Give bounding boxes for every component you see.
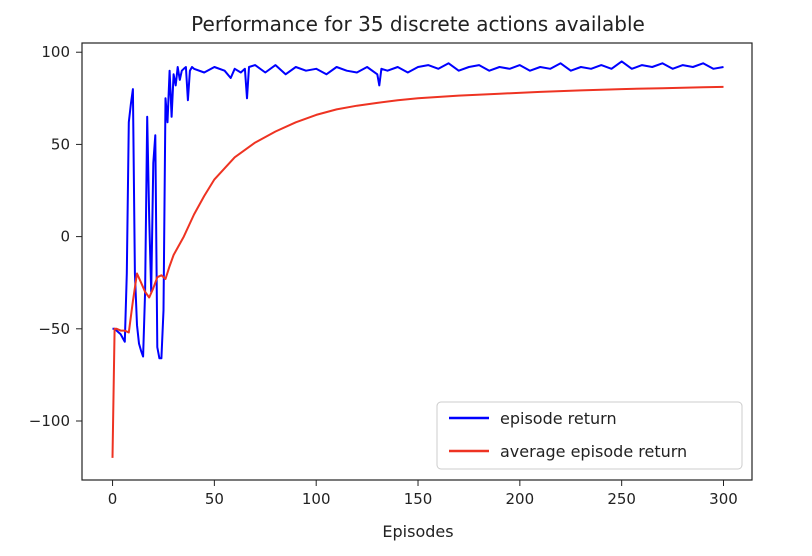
x-tick-label: 150 [404, 490, 433, 508]
y-tick-label: 0 [60, 228, 70, 246]
x-axis-label: Episodes [382, 522, 453, 541]
series-layer [111, 60, 724, 458]
x-tick-label: 50 [205, 490, 224, 508]
legend-label-episode-return: episode return [500, 409, 617, 428]
x-tick-label: 0 [108, 490, 118, 508]
chart-title: Performance for 35 discrete actions avai… [191, 12, 645, 36]
x-tick-label: 300 [709, 490, 738, 508]
legend-box [436, 401, 743, 470]
x-tick-label: 250 [607, 490, 636, 508]
series-line-average-episode-return [111, 85, 724, 458]
axis-layer: 0 50 100 150 200 250 300 −100 −50 0 50 100 [29, 43, 738, 508]
legend-label-average-episode-return: average episode return [500, 442, 687, 461]
y-tick-label: −100 [29, 412, 70, 430]
x-tick-label: 200 [506, 490, 535, 508]
series-line-episode-return [112, 60, 724, 360]
plot-frame [81, 42, 753, 481]
legend: episode return average episode return [436, 401, 743, 470]
y-tick-label: 50 [51, 135, 70, 153]
y-tick-label: −50 [38, 320, 70, 338]
y-tick-label: 100 [41, 43, 70, 61]
x-tick-label: 100 [302, 490, 331, 508]
